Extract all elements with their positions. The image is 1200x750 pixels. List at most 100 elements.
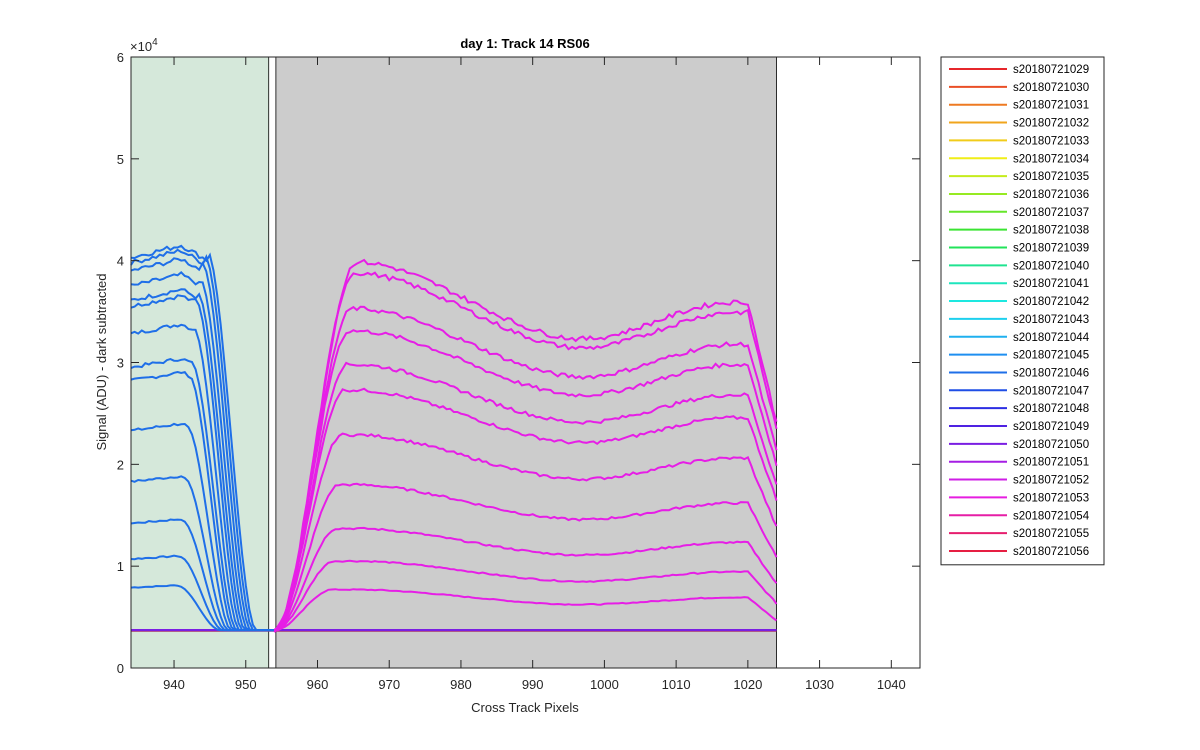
shaded-regions <box>130 56 777 669</box>
legend-entry-11: s20180721039 <box>949 243 1089 255</box>
legend-label: s20180721043 <box>1013 314 1089 326</box>
legend-label: s20180721039 <box>1013 243 1089 255</box>
x-tick-label-1000: 1000 <box>590 677 619 692</box>
y-tick-label-3: 3 <box>117 356 124 371</box>
legend-label: s20180721029 <box>1013 64 1089 76</box>
legend-entry-18: s20180721046 <box>949 367 1089 379</box>
legend-label: s20180721038 <box>1013 225 1089 237</box>
right-series-line-8 <box>273 329 778 632</box>
legend-label: s20180721036 <box>1013 189 1089 201</box>
legend-entry-8: s20180721036 <box>949 189 1089 201</box>
legend-label: s20180721034 <box>1013 153 1090 165</box>
right-series-line-10 <box>273 271 778 632</box>
legend-label: s20180721051 <box>1013 457 1089 469</box>
x-tick-label-940: 940 <box>163 677 185 692</box>
legend-entry-15: s20180721043 <box>949 314 1089 326</box>
y-tick-label-5: 5 <box>117 152 124 167</box>
y-exponent-label: ×104 <box>130 37 158 54</box>
right-series-line-11 <box>273 258 778 633</box>
legend-entry-9: s20180721037 <box>949 207 1089 219</box>
legend-entry-14: s20180721042 <box>949 296 1089 308</box>
x-tick-label-1020: 1020 <box>733 677 762 692</box>
legend-label: s20180721037 <box>1013 207 1089 219</box>
legend-label: s20180721054 <box>1013 510 1090 522</box>
legend-entry-17: s20180721045 <box>949 350 1089 362</box>
legend-label: s20180721046 <box>1013 367 1089 379</box>
legend-label: s20180721032 <box>1013 118 1089 130</box>
right-series-line-9 <box>274 305 778 631</box>
right-series-line-6 <box>274 387 778 631</box>
legend-label: s20180721052 <box>1013 475 1089 487</box>
legend-entry-6: s20180721034 <box>949 153 1090 165</box>
legend-label: s20180721030 <box>1013 82 1089 94</box>
legend-entry-24: s20180721052 <box>949 475 1089 487</box>
legend-entry-23: s20180721051 <box>949 457 1089 469</box>
legend-entry-16: s20180721044 <box>949 332 1090 344</box>
legend-label: s20180721048 <box>1013 403 1089 415</box>
legend: s20180721029 s20180721030 s20180721031 s201… <box>940 56 1105 566</box>
series-lines <box>130 244 778 633</box>
left-series-line-14 <box>130 244 275 632</box>
left-series-line-13 <box>130 248 275 632</box>
x-tick-label-960: 960 <box>307 677 329 692</box>
x-tick-label-950: 950 <box>235 677 257 692</box>
x-tick-label-990: 990 <box>522 677 544 692</box>
legend-label: s20180721055 <box>1013 528 1089 540</box>
right-series-line-1 <box>274 588 778 632</box>
legend-label: s20180721044 <box>1013 332 1090 344</box>
right-series-line-4 <box>274 482 778 632</box>
legend-entry-7: s20180721035 <box>949 171 1089 183</box>
y-tick-label-6: 6 <box>117 50 124 65</box>
legend-entry-22: s20180721050 <box>949 439 1089 451</box>
x-tick-label-1040: 1040 <box>877 677 906 692</box>
right-series-line-2 <box>274 559 778 632</box>
axes: 940 950 960 970 980 990 1000 1010 1020 1030 1040 0 1… <box>117 50 921 692</box>
legend-entry-1: s20180721029 <box>949 64 1089 76</box>
legend-entry-13: s20180721041 <box>949 278 1089 290</box>
y-tick-label-4: 4 <box>117 254 124 269</box>
right-series-line-5 <box>273 432 778 633</box>
legend-entry-21: s20180721049 <box>949 421 1089 433</box>
legend-entry-25: s20180721053 <box>949 492 1089 504</box>
legend-label: s20180721045 <box>1013 350 1089 362</box>
legend-entry-27: s20180721055 <box>949 528 1089 540</box>
chart-title: day 1: Track 14 RS06 <box>460 36 589 51</box>
y-tick-label-2: 2 <box>117 457 124 472</box>
x-axis-label: Cross Track Pixels <box>471 700 579 715</box>
legend-entry-26: s20180721054 <box>949 510 1090 522</box>
legend-label: s20180721031 <box>1013 100 1089 112</box>
right-series-line-3 <box>274 526 778 632</box>
legend-entry-5: s20180721033 <box>949 135 1089 147</box>
legend-label: s20180721050 <box>1013 439 1089 451</box>
legend-entry-10: s20180721038 <box>949 225 1089 237</box>
legend-entry-2: s20180721030 <box>949 82 1089 94</box>
legend-entry-19: s20180721047 <box>949 385 1089 397</box>
x-tick-label-1010: 1010 <box>662 677 691 692</box>
y-tick-label-1: 1 <box>117 559 124 574</box>
y-exponent-power: 4 <box>152 37 158 48</box>
y-exponent-base: ×10 <box>130 39 152 54</box>
legend-entry-12: s20180721040 <box>949 260 1089 272</box>
legend-box <box>940 56 1105 566</box>
legend-label: s20180721056 <box>1013 546 1089 558</box>
y-tick-label-0: 0 <box>117 661 124 676</box>
y-axis-label: Signal (ADU) - dark subtracted <box>94 273 109 450</box>
legend-label: s20180721041 <box>1013 278 1089 290</box>
legend-label: s20180721040 <box>1013 260 1089 272</box>
legend-entry-4: s20180721032 <box>949 118 1089 130</box>
shaded-region-2 <box>275 56 777 669</box>
legend-label: s20180721053 <box>1013 492 1089 504</box>
legend-label: s20180721042 <box>1013 296 1089 308</box>
legend-entry-20: s20180721048 <box>949 403 1089 415</box>
x-tick-label-970: 970 <box>378 677 400 692</box>
right-series-line-7 <box>273 361 778 633</box>
legend-entry-28: s20180721056 <box>949 546 1089 558</box>
legend-label: s20180721049 <box>1013 421 1089 433</box>
legend-label: s20180721035 <box>1013 171 1089 183</box>
legend-label: s20180721047 <box>1013 385 1089 397</box>
legend-label: s20180721033 <box>1013 135 1089 147</box>
x-tick-label-980: 980 <box>450 677 472 692</box>
x-tick-label-1030: 1030 <box>805 677 834 692</box>
legend-entry-3: s20180721031 <box>949 100 1089 112</box>
